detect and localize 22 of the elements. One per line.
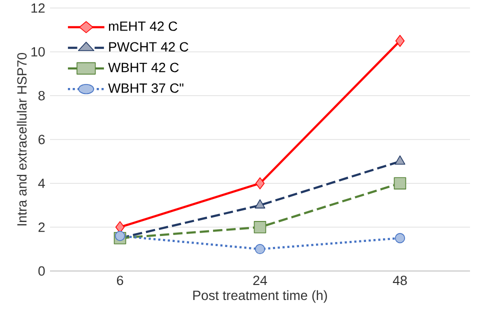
y-tick-label: 8 (38, 90, 45, 100)
y-tick-label: 2 (38, 222, 45, 232)
point (394, 177, 406, 190)
y-axis-title: Intra and extracellular HSP70 (16, 52, 27, 226)
x-tick-label: 24 (253, 276, 268, 286)
legend-label: WBHT 37 C" (108, 83, 184, 93)
y-tick-label: 6 (38, 134, 45, 144)
legend-label: mEHT 42 C (108, 21, 178, 31)
point (255, 177, 265, 190)
y-tick-label: 4 (38, 178, 45, 188)
point (394, 233, 406, 244)
legend-label: PWCHT 42 C (109, 42, 188, 52)
point (254, 244, 266, 254)
legend-label: WBHT 42 C (108, 62, 179, 72)
y-tick-label: 0 (38, 266, 45, 276)
point (395, 34, 405, 47)
y-tick-label: 12 (31, 3, 45, 13)
y-tick-label: 10 (31, 47, 45, 57)
x-tick-label: 6 (116, 276, 124, 286)
x-axis-title: Post treatment time (h) (193, 290, 327, 303)
x-tick-label: 48 (392, 276, 407, 286)
point (254, 221, 266, 234)
